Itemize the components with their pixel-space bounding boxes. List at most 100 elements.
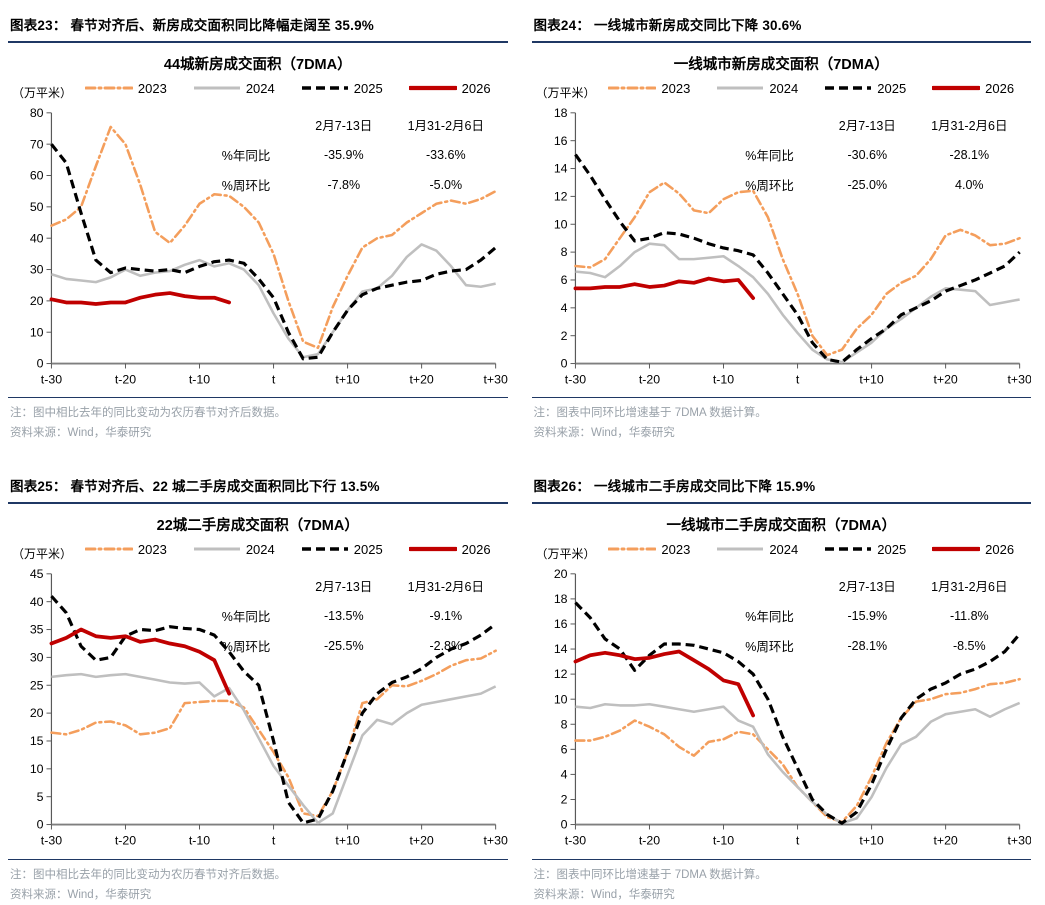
plot-area: 0 5 10 15 20 25 30 35 40 45 t-30 t-20 t-10 t t+10 t+20 t…: [8, 560, 508, 856]
stats-row-label: %周环比: [221, 640, 271, 655]
svg-text:50: 50: [30, 200, 44, 214]
legend-row: （万平米） 2023 2024 2025 2026: [12, 538, 504, 561]
legend-item-2024: 2024: [716, 81, 798, 96]
chart-box: 44城新房成交面积（7DMA） （万平米） 2023 2024 2025 2026 0…: [8, 43, 508, 395]
svg-text:t+10: t+10: [859, 834, 883, 848]
line-chart: 0 10 20 30 40 50 60 70 80 t-30 t-20 t-10 t t+10 t+20 t+…: [30, 106, 508, 386]
svg-text:t-10: t-10: [712, 834, 733, 848]
legend-line-sample-2023: [84, 86, 133, 90]
chart-title: 一线城市二手房成交面积（7DMA）: [666, 518, 897, 535]
svg-text:t-20: t-20: [115, 834, 136, 848]
legend-label: 2026: [985, 80, 1015, 96]
svg-text:10: 10: [553, 217, 567, 231]
stats-row-label: %周环比: [745, 179, 794, 193]
y-axis-unit-label: （万平米）: [535, 546, 596, 561]
svg-text:t: t: [795, 834, 799, 848]
legend-label: 2024: [245, 80, 275, 96]
figure-header: 图表26： 一线城市二手房成交同比下降 15.9%: [531, 469, 1031, 505]
legend-item-2023: 2023: [608, 81, 690, 96]
chart-title: 一线城市新房成交面积（7DMA）: [673, 57, 889, 73]
svg-text:t+30: t+30: [483, 372, 507, 386]
svg-text:t: t: [272, 372, 276, 386]
legend-line-sample-2024: [193, 86, 240, 90]
legend-item-2023: 2023: [84, 542, 167, 557]
stats-value: -35.9%: [323, 147, 364, 162]
stats-row-label: %年同比: [745, 149, 794, 163]
stats-row-label: %年同比: [221, 610, 271, 625]
svg-text:70: 70: [30, 137, 44, 151]
svg-text:10: 10: [30, 762, 44, 776]
svg-text:0: 0: [560, 818, 567, 832]
y-axis-unit-label: （万平米）: [12, 546, 73, 561]
svg-text:6: 6: [560, 743, 567, 757]
legend-label: 2026: [461, 541, 491, 557]
svg-text:40: 40: [30, 595, 44, 609]
source-note: 资料来源：Wind，华泰研究: [533, 427, 675, 440]
svg-text:t+10: t+10: [335, 372, 359, 386]
source-note: 资料来源：Wind，华泰研究: [10, 888, 152, 901]
chart-legend: 2023 2024 2025 2026: [72, 81, 503, 96]
legend-item-2026: 2026: [932, 542, 1014, 557]
svg-text:5: 5: [37, 790, 44, 804]
svg-text:t+20: t+20: [933, 834, 957, 848]
legend-label: 2025: [877, 541, 907, 557]
chart-legend: 2023 2024 2025 2026: [596, 81, 1027, 96]
series-line-2024: [574, 702, 1020, 825]
chart-legend: 2023 2024 2025 2026: [596, 542, 1027, 557]
chart-legend: 2023 2024 2025 2026: [72, 542, 503, 557]
legend-line-sample-2026: [408, 547, 457, 552]
svg-text:18: 18: [553, 106, 567, 120]
chart-note: 注：图中相比去年的同比变动为农历春节对齐后数据。: [10, 407, 286, 420]
figure-panel: 图表23： 春节对齐后、新房成交面积同比降幅走阔至 35.9% 44城新房成交面…: [8, 8, 508, 443]
legend-line-sample-2023: [84, 547, 133, 551]
svg-text:10: 10: [553, 693, 567, 707]
legend-item-2026: 2026: [408, 541, 491, 557]
svg-text:0: 0: [37, 357, 44, 371]
stats-value: -8.5%: [952, 638, 986, 653]
svg-text:0: 0: [560, 357, 567, 371]
line-chart: 0 5 10 15 20 25 30 35 40 45 t-30 t-20 t-10 t t+10 t+20 t…: [30, 567, 508, 848]
stats-value: -13.5%: [323, 608, 364, 623]
svg-text:14: 14: [553, 643, 567, 657]
legend-line-sample-2026: [932, 547, 981, 552]
svg-text:16: 16: [553, 618, 567, 632]
legend-label: 2023: [137, 80, 167, 96]
stats-value: -5.0%: [429, 177, 463, 192]
svg-text:15: 15: [30, 735, 44, 749]
svg-text:30: 30: [30, 651, 44, 665]
svg-text:t: t: [272, 834, 276, 848]
figure-notes: 注：图表中同环比增速基于 7DMA 数据计算。 资料来源：Wind，华泰研究: [531, 858, 1031, 905]
stats-value: -28.1%: [949, 147, 990, 162]
legend-label: 2025: [353, 80, 383, 96]
svg-text:t-30: t-30: [41, 834, 62, 848]
series-line-2023: [50, 125, 497, 350]
legend-item-2025: 2025: [301, 81, 383, 96]
svg-text:60: 60: [30, 169, 44, 183]
figure-panel: 图表26： 一线城市二手房成交同比下降 15.9% 一线城市二手房成交面积（7D…: [531, 469, 1031, 905]
y-axis-unit-label: （万平米）: [535, 85, 596, 100]
chart-title: 44城新房成交面积（7DMA）: [163, 57, 352, 73]
figure-notes: 注：图中相比去年的同比变动为农历春节对齐后数据。 资料来源：Wind，华泰研究: [8, 397, 508, 443]
svg-text:6: 6: [560, 273, 567, 287]
svg-text:8: 8: [560, 245, 567, 259]
stats-row-label: %年同比: [221, 149, 271, 163]
svg-text:35: 35: [30, 623, 44, 637]
stats-col-header: 2月7-13日: [315, 119, 373, 133]
legend-row: （万平米） 2023 2024 2025 2026: [535, 538, 1028, 561]
svg-text:t-10: t-10: [189, 372, 210, 386]
legend-label: 2024: [769, 80, 799, 96]
svg-text:40: 40: [30, 231, 44, 245]
svg-text:45: 45: [30, 567, 44, 581]
svg-text:t-30: t-30: [41, 372, 62, 386]
legend-item-2024: 2024: [193, 81, 275, 96]
svg-text:t-20: t-20: [638, 834, 659, 848]
svg-text:t+30: t+30: [1007, 372, 1031, 386]
svg-text:80: 80: [30, 106, 44, 120]
legend-item-2024: 2024: [193, 542, 275, 557]
svg-text:t-20: t-20: [638, 372, 659, 386]
figure-header: 图表23： 春节对齐后、新房成交面积同比降幅走阔至 35.9%: [8, 8, 508, 43]
legend-line-sample-2023: [608, 86, 657, 90]
stats-col-header: 1月31-2月6日: [407, 119, 485, 133]
source-note: 资料来源：Wind，华泰研究: [10, 427, 152, 440]
